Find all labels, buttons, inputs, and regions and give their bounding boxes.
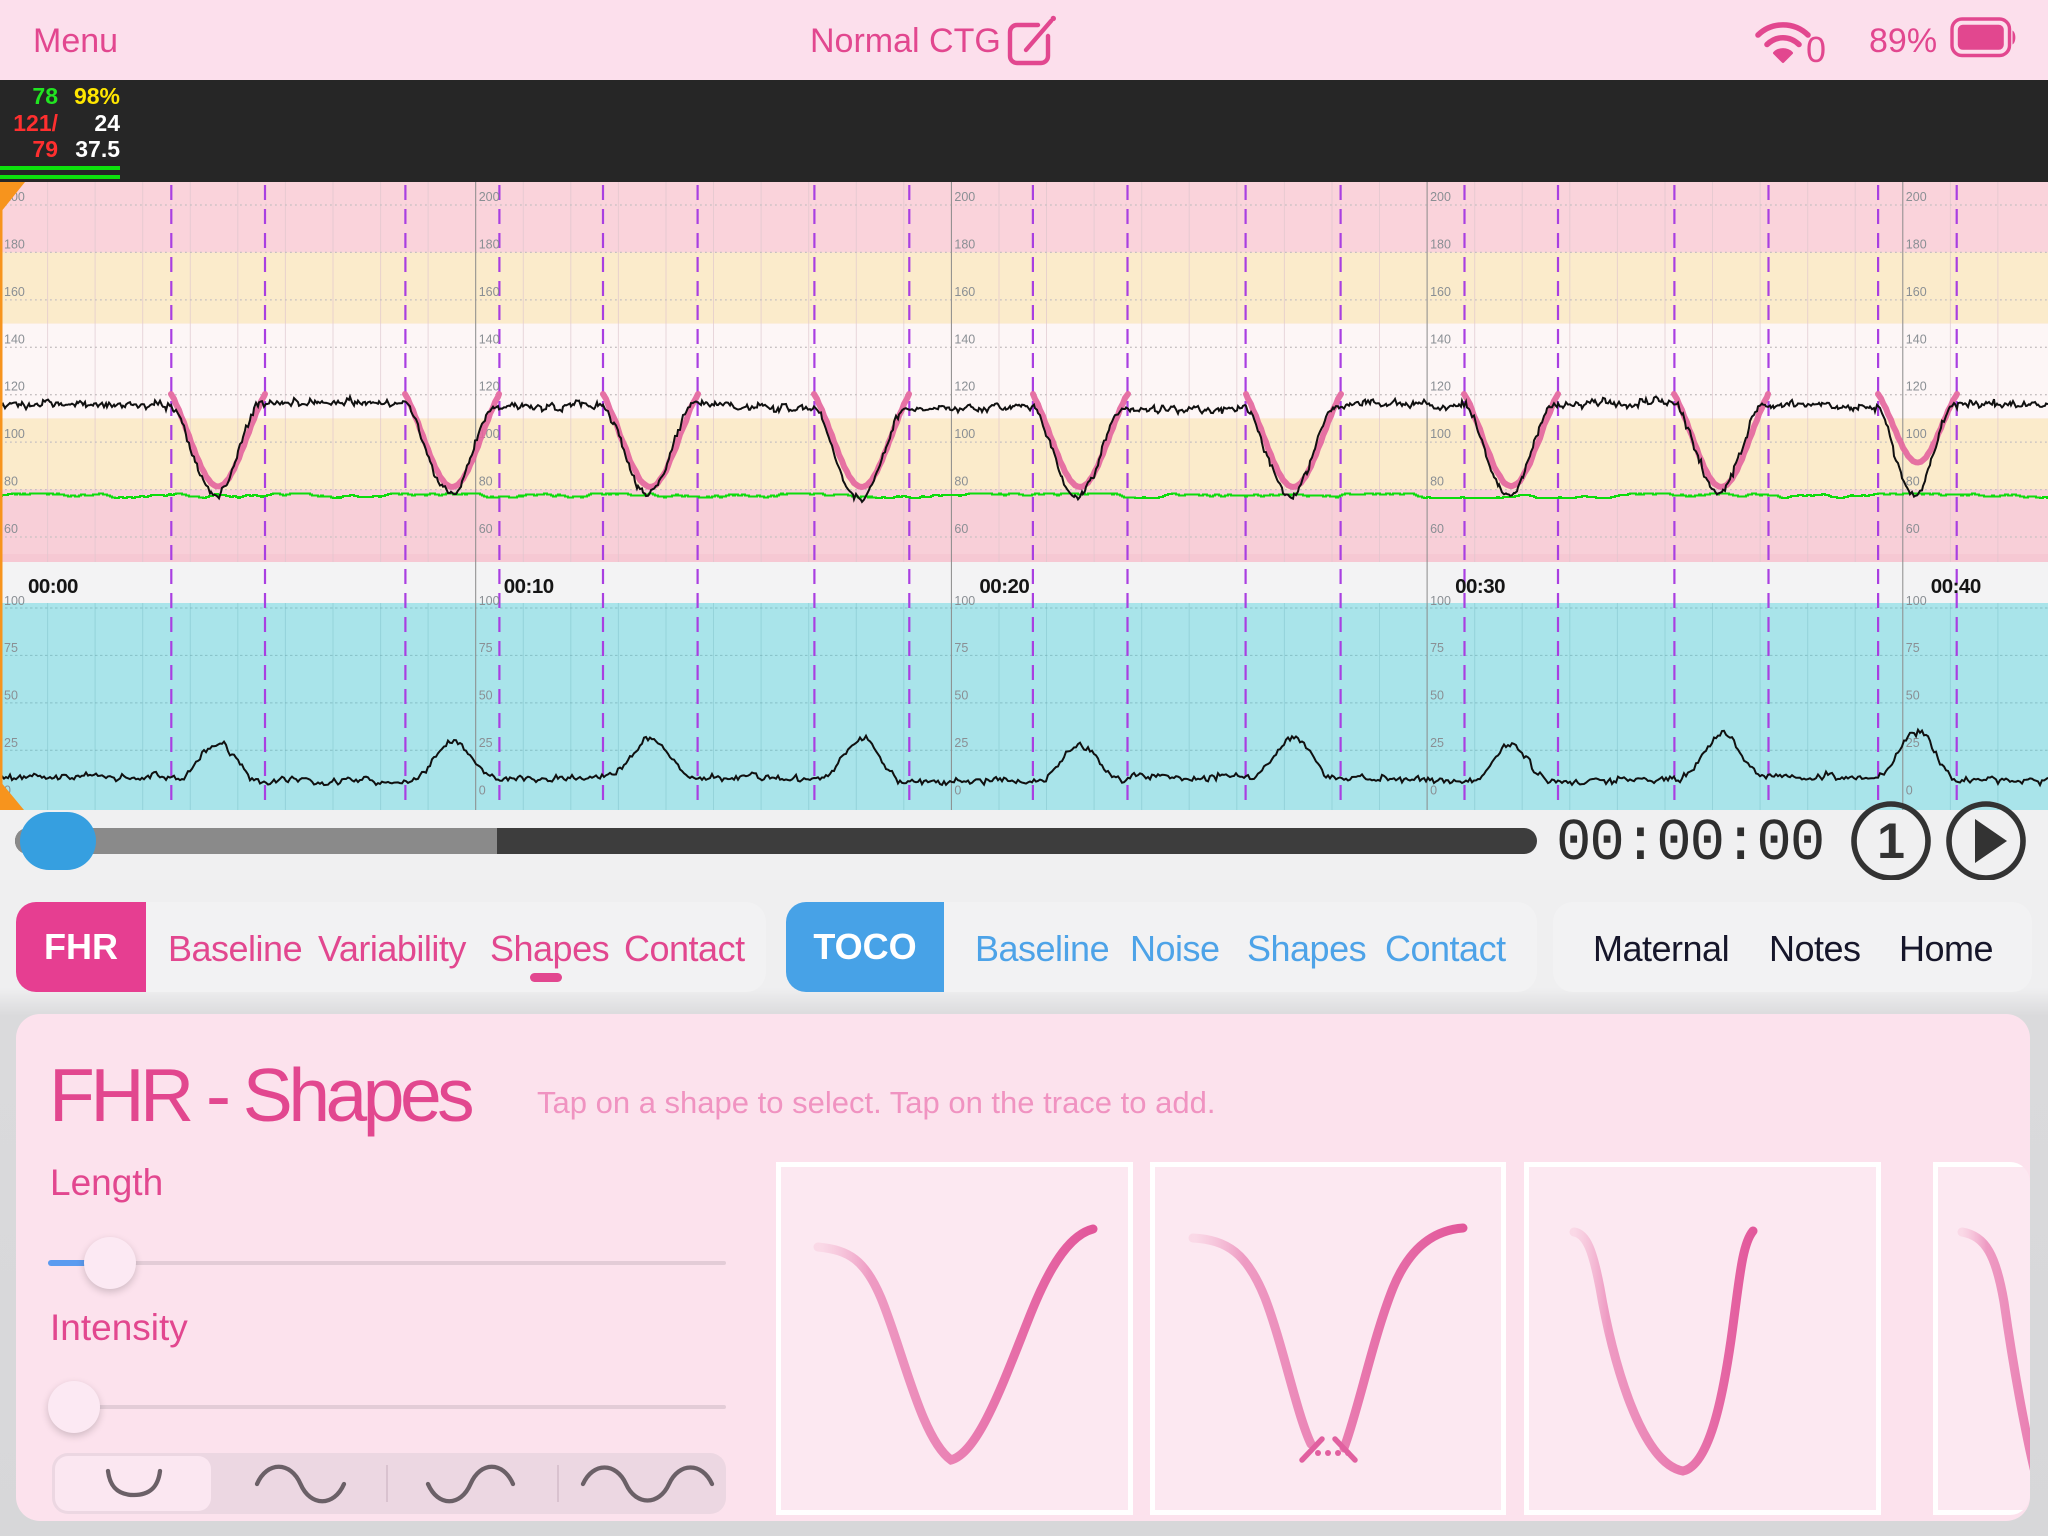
- svg-text:25: 25: [4, 736, 18, 750]
- svg-text:100: 100: [479, 594, 500, 608]
- svg-text:80: 80: [479, 475, 493, 489]
- svg-text:140: 140: [1906, 332, 1927, 346]
- svg-text:80: 80: [1906, 475, 1920, 489]
- svg-text:100: 100: [1906, 594, 1927, 608]
- svg-text:60: 60: [479, 522, 493, 536]
- svg-text:75: 75: [4, 641, 18, 655]
- svg-text:00:20: 00:20: [979, 575, 1029, 598]
- svg-text:120: 120: [479, 380, 500, 394]
- svg-text:25: 25: [1906, 736, 1920, 750]
- svg-text:60: 60: [954, 522, 968, 536]
- svg-text:50: 50: [479, 689, 493, 703]
- svg-text:80: 80: [1430, 475, 1444, 489]
- svg-text:25: 25: [954, 736, 968, 750]
- svg-text:140: 140: [4, 332, 25, 346]
- svg-text:180: 180: [479, 237, 500, 251]
- svg-text:25: 25: [479, 736, 493, 750]
- svg-text:200: 200: [954, 190, 975, 204]
- svg-text:50: 50: [1430, 689, 1444, 703]
- svg-text:75: 75: [1430, 641, 1444, 655]
- svg-text:60: 60: [1430, 522, 1444, 536]
- svg-text:100: 100: [4, 594, 25, 608]
- svg-text:0: 0: [479, 784, 486, 798]
- svg-text:180: 180: [1430, 237, 1451, 251]
- svg-text:100: 100: [954, 427, 975, 441]
- svg-text:100: 100: [954, 594, 975, 608]
- svg-text:00:00: 00:00: [28, 575, 78, 598]
- svg-text:180: 180: [1906, 237, 1927, 251]
- svg-text:0: 0: [954, 784, 961, 798]
- svg-text:25: 25: [1430, 736, 1444, 750]
- svg-text:180: 180: [954, 237, 975, 251]
- svg-text:75: 75: [954, 641, 968, 655]
- svg-text:160: 160: [1906, 285, 1927, 299]
- svg-text:160: 160: [1430, 285, 1451, 299]
- svg-text:0: 0: [1430, 784, 1437, 798]
- svg-text:100: 100: [4, 427, 25, 441]
- svg-text:140: 140: [954, 332, 975, 346]
- svg-text:100: 100: [1430, 594, 1451, 608]
- svg-text:100: 100: [1430, 427, 1451, 441]
- svg-text:75: 75: [479, 641, 493, 655]
- svg-text:140: 140: [479, 332, 500, 346]
- svg-text:160: 160: [4, 285, 25, 299]
- svg-text:160: 160: [479, 285, 500, 299]
- svg-text:120: 120: [954, 380, 975, 394]
- svg-text:50: 50: [954, 689, 968, 703]
- svg-text:160: 160: [954, 285, 975, 299]
- svg-text:200: 200: [479, 190, 500, 204]
- svg-text:00:40: 00:40: [1931, 575, 1981, 598]
- svg-text:00:10: 00:10: [504, 575, 554, 598]
- svg-text:00:30: 00:30: [1455, 575, 1505, 598]
- svg-text:200: 200: [1906, 190, 1927, 204]
- svg-text:100: 100: [1906, 427, 1927, 441]
- svg-text:50: 50: [1906, 689, 1920, 703]
- svg-text:200: 200: [1430, 190, 1451, 204]
- svg-text:60: 60: [4, 522, 18, 536]
- svg-text:140: 140: [1430, 332, 1451, 346]
- svg-text:75: 75: [1906, 641, 1920, 655]
- svg-text:0: 0: [1906, 784, 1913, 798]
- svg-text:1: 1: [1877, 813, 1905, 869]
- svg-text:120: 120: [4, 380, 25, 394]
- svg-text:80: 80: [954, 475, 968, 489]
- svg-text:120: 120: [1430, 380, 1451, 394]
- svg-text:60: 60: [1906, 522, 1920, 536]
- svg-text:50: 50: [4, 689, 18, 703]
- svg-text:180: 180: [4, 237, 25, 251]
- svg-text:120: 120: [1906, 380, 1927, 394]
- svg-text:80: 80: [4, 475, 18, 489]
